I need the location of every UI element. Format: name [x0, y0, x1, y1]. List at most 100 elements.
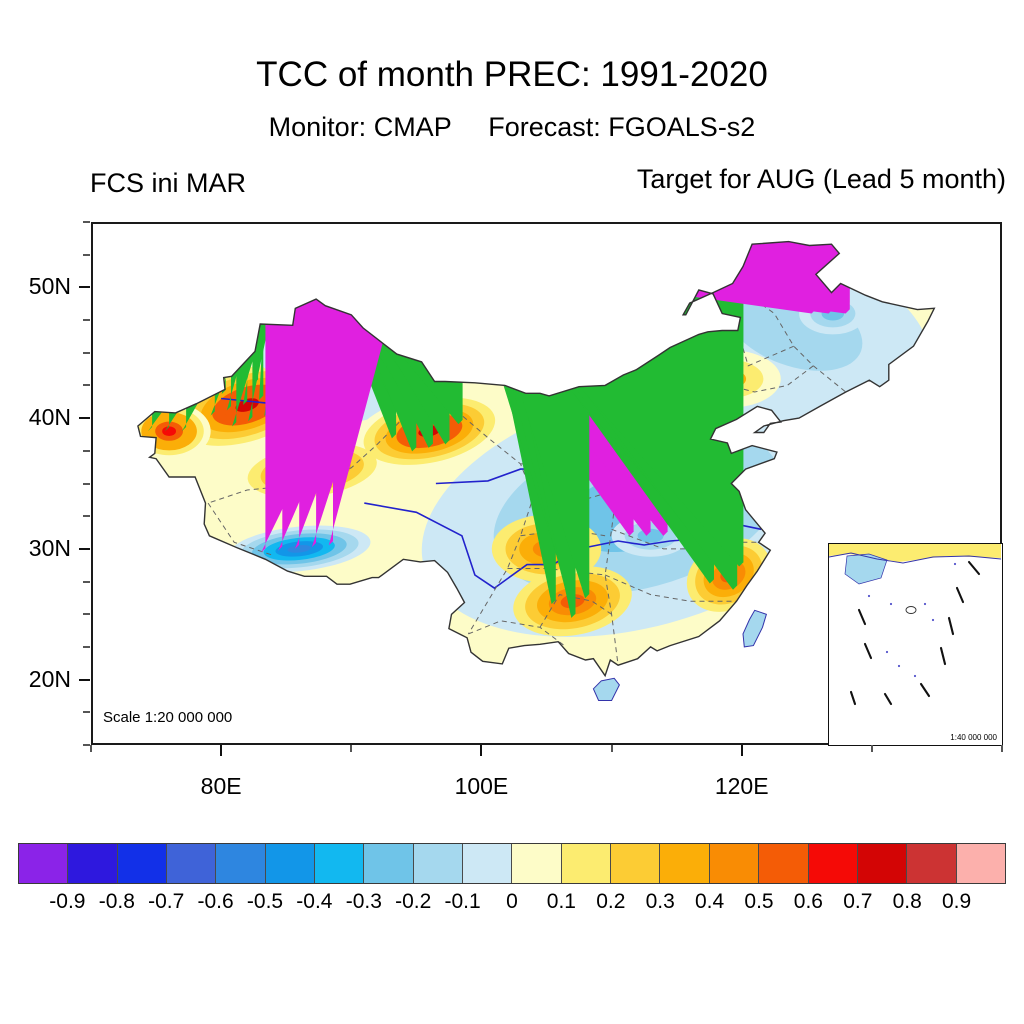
- axis-tick: [83, 613, 90, 616]
- colorbar-segment: [216, 844, 266, 883]
- colorbar-tick-label: -0.3: [345, 890, 382, 913]
- x-axis-tick-label: 120E: [714, 773, 769, 799]
- colorbar-segment: [167, 844, 217, 883]
- colorbar-tick-label: -0.8: [98, 890, 135, 913]
- axis-tick: [83, 253, 90, 256]
- inset-islet: [867, 594, 871, 598]
- y-axis-tick-label: 40N: [28, 404, 71, 431]
- colorbar-tick-label: 0.7: [843, 890, 873, 913]
- colorbar-tick-label: -0.2: [395, 890, 432, 913]
- significance-stipple: [221, 241, 283, 353]
- inset-coastline: [829, 552, 1002, 564]
- axis-tick: [83, 744, 90, 746]
- map-plot-area: Scale 1:20 000 000 1:40 000 000: [91, 222, 1003, 746]
- colorbar-segment: [19, 844, 69, 883]
- axis-tick: [83, 515, 90, 518]
- nine-dash-segment: [947, 616, 955, 636]
- colorbar-segment: [857, 844, 908, 883]
- inset-sea-fill: [844, 553, 888, 585]
- significance-stipple: [182, 241, 850, 314]
- page-title: TCC of month PREC: 1991-2020: [256, 55, 768, 94]
- colorbar-tick-label: -0.1: [444, 890, 481, 913]
- colorbar-segment: [561, 844, 612, 883]
- province-boundary: [468, 620, 567, 648]
- colorbar-tick-label: 0.5: [744, 890, 774, 913]
- nine-dash-segment: [967, 560, 981, 576]
- y-axis-tick-label: 20N: [28, 665, 71, 692]
- colorbar-tick-label: -0.6: [197, 890, 234, 913]
- axis-tick: [83, 351, 90, 354]
- nine-dash-segment: [919, 682, 931, 698]
- province-boundary: [604, 450, 619, 666]
- axis-tick: [79, 417, 90, 420]
- y-axis-tick-label: 50N: [28, 273, 71, 300]
- x-axis-tick-label: 100E: [454, 773, 509, 799]
- axis-tick: [740, 745, 743, 756]
- colorbar-segment: [709, 844, 760, 883]
- nine-dash-segment: [955, 586, 965, 604]
- inset-islet: [889, 602, 893, 606]
- axis-tick: [83, 645, 90, 648]
- y-axis-tick-label: 30N: [28, 534, 71, 561]
- inset-islet: [953, 562, 957, 566]
- significance-stipple: [182, 241, 833, 314]
- axis-tick: [83, 711, 90, 714]
- contour-band: [287, 544, 312, 553]
- colorbar-tick-label: 0: [506, 890, 518, 913]
- axis-tick: [83, 482, 90, 485]
- colorbar-segment: [265, 844, 316, 883]
- inset-scale-text: 1:40 000 000: [950, 733, 997, 742]
- colorbar-tick-label: 0.4: [694, 890, 725, 913]
- colorbar-segment: [364, 844, 414, 883]
- colorbar-segment: [512, 844, 562, 883]
- colorbar-segment: [413, 844, 464, 883]
- axis-tick: [83, 449, 90, 452]
- map-canvas: [93, 224, 1000, 743]
- island-outline: [742, 609, 768, 648]
- axis-tick: [870, 745, 873, 752]
- axis-tick: [90, 745, 92, 752]
- colorbar-segment: [660, 844, 710, 883]
- target-month-label: Target for AUG (Lead 5 month): [636, 164, 1006, 194]
- colorbar-tick-labels: -0.9 -0.8 -0.7 -0.6 -0.5 -0.4 -0.3 -0.2 -0.1 0 0.1…: [18, 890, 1006, 918]
- colorbar-segment: [463, 844, 513, 883]
- axis-tick: [83, 580, 90, 583]
- nine-dash-segment: [883, 692, 893, 706]
- nine-dash-segment: [863, 642, 873, 660]
- china-national-border: [137, 240, 936, 678]
- axis-tick: [220, 745, 223, 756]
- colorbar-tick-label: -0.4: [296, 890, 333, 913]
- colorbar-tick-label: 0.2: [596, 890, 626, 913]
- subtitle: Monitor: CMAP Forecast: FGOALS-s2: [0, 112, 1024, 143]
- colorbar-tick-label: -0.9: [49, 890, 86, 913]
- inset-islet: [923, 602, 927, 606]
- axis-tick: [79, 286, 90, 289]
- inset-islet: [885, 650, 889, 654]
- colorbar-tick-label: -0.5: [246, 890, 284, 913]
- province-boundary: [604, 574, 737, 602]
- colorbar-segment: [611, 844, 661, 883]
- colorbar-tick-label: 0.8: [892, 890, 922, 913]
- axis-tick: [79, 678, 90, 681]
- axis-tick: [83, 384, 90, 387]
- axis-tick: [610, 745, 613, 752]
- colorbar-tick-label: 0.1: [546, 890, 576, 913]
- forecast-label: Forecast: FGOALS-s2: [488, 112, 756, 142]
- colorbar-segment: [759, 844, 809, 883]
- contour-band: [162, 426, 176, 436]
- colorbar-segment: [907, 844, 957, 883]
- scale-text: Scale 1:20 000 000: [103, 709, 233, 726]
- inset-islet: [897, 664, 901, 668]
- colorbar-tick-label: 0.9: [941, 890, 972, 913]
- inset-island-group: [905, 606, 917, 614]
- colorbar-segment: [808, 844, 858, 883]
- island-outline: [592, 677, 620, 701]
- nine-dash-segment: [857, 608, 867, 626]
- colorbar-segment: [315, 844, 365, 883]
- monitor-label: Monitor: CMAP: [268, 112, 452, 142]
- province-boundary: [207, 502, 274, 556]
- colorbar-segment: [117, 844, 168, 883]
- inset-islet: [913, 674, 917, 678]
- china-tcc-contour-map: [137, 240, 936, 701]
- axis-tick: [350, 745, 353, 752]
